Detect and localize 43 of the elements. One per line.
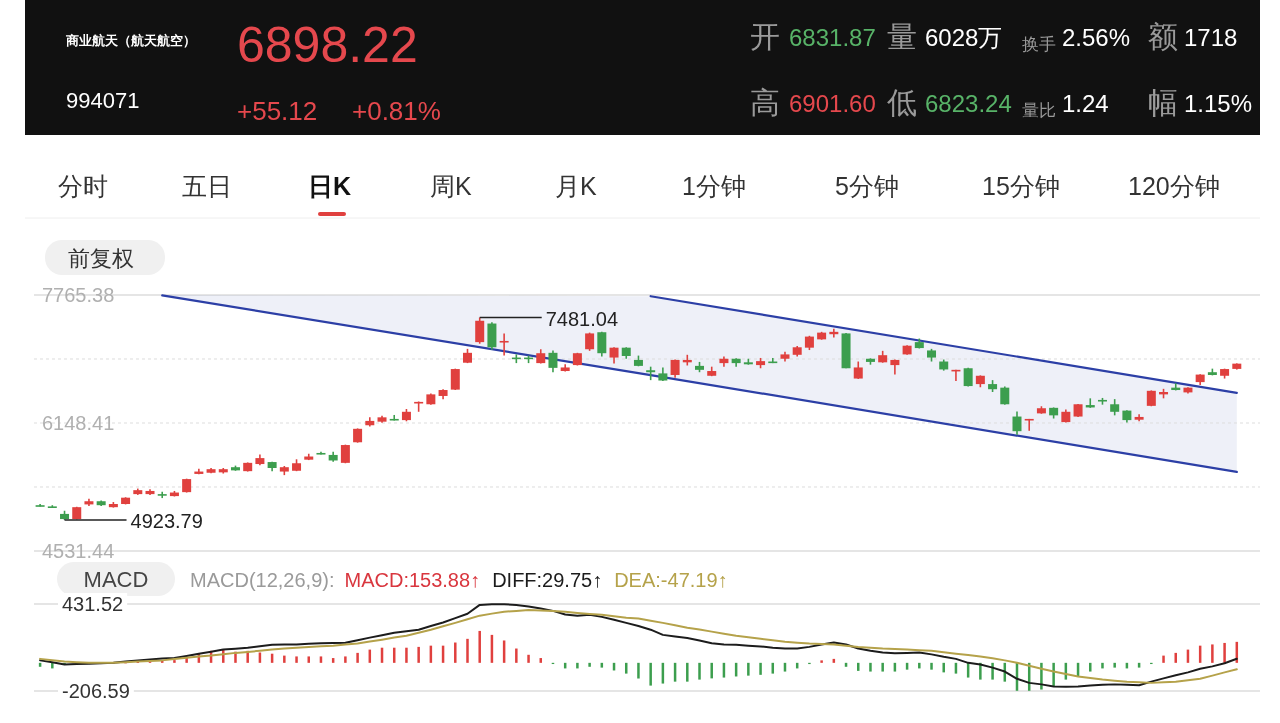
series-label: DIFF:29.75↑: [492, 569, 603, 591]
annotation: 7481.04: [545, 307, 618, 330]
y-tick-label: 7765.38: [42, 284, 115, 306]
text: 换手: [1022, 35, 1056, 54]
text: 6831.87: [789, 24, 876, 51]
text: 开: [750, 20, 780, 53]
text: 1分钟: [682, 172, 746, 200]
text: 1718: [1184, 24, 1238, 51]
y-tick-label: -206.59: [62, 680, 130, 702]
text: 5分钟: [835, 172, 899, 200]
text: 五日: [182, 172, 232, 200]
text: +0.81%: [352, 96, 441, 126]
text: 6823.24: [925, 90, 1012, 117]
text: 前复权: [68, 246, 134, 271]
text: 商业航天（航天航空）: [65, 33, 196, 48]
text: 6901.60: [789, 90, 876, 117]
series-label: DEA:-47.19↑: [614, 569, 728, 591]
text: 月K: [555, 172, 597, 200]
y-tick-label: 431.52: [62, 593, 124, 615]
annotation: 4923.79: [130, 509, 203, 532]
text: 1.24: [1062, 90, 1109, 117]
chart-subtitle: MACD(12,26,9):: [190, 569, 335, 591]
series-label: MACD:153.88↑: [344, 569, 481, 591]
text: 低: [887, 86, 917, 119]
text: +55.12: [237, 96, 318, 126]
text: 994071: [66, 88, 140, 113]
text: 量: [887, 20, 917, 53]
chart-title: MACD: [83, 567, 149, 592]
text: 15分钟: [982, 172, 1060, 200]
y-tick-label: 4531.44: [42, 540, 115, 562]
text: 周K: [430, 172, 472, 200]
text: 幅: [1148, 86, 1178, 119]
text: 日K: [308, 172, 352, 200]
text: 6028万: [925, 24, 1003, 51]
text: 120分钟: [1128, 172, 1220, 200]
text: 高: [750, 86, 780, 119]
text: 1.15%: [1184, 90, 1253, 117]
text: 分时: [58, 172, 108, 200]
y-tick-label: 6148.41: [42, 412, 115, 434]
text: 额: [1148, 20, 1178, 53]
text: 2.56%: [1062, 24, 1131, 51]
text: 6898.22: [237, 17, 418, 73]
text: 量比: [1022, 101, 1056, 120]
